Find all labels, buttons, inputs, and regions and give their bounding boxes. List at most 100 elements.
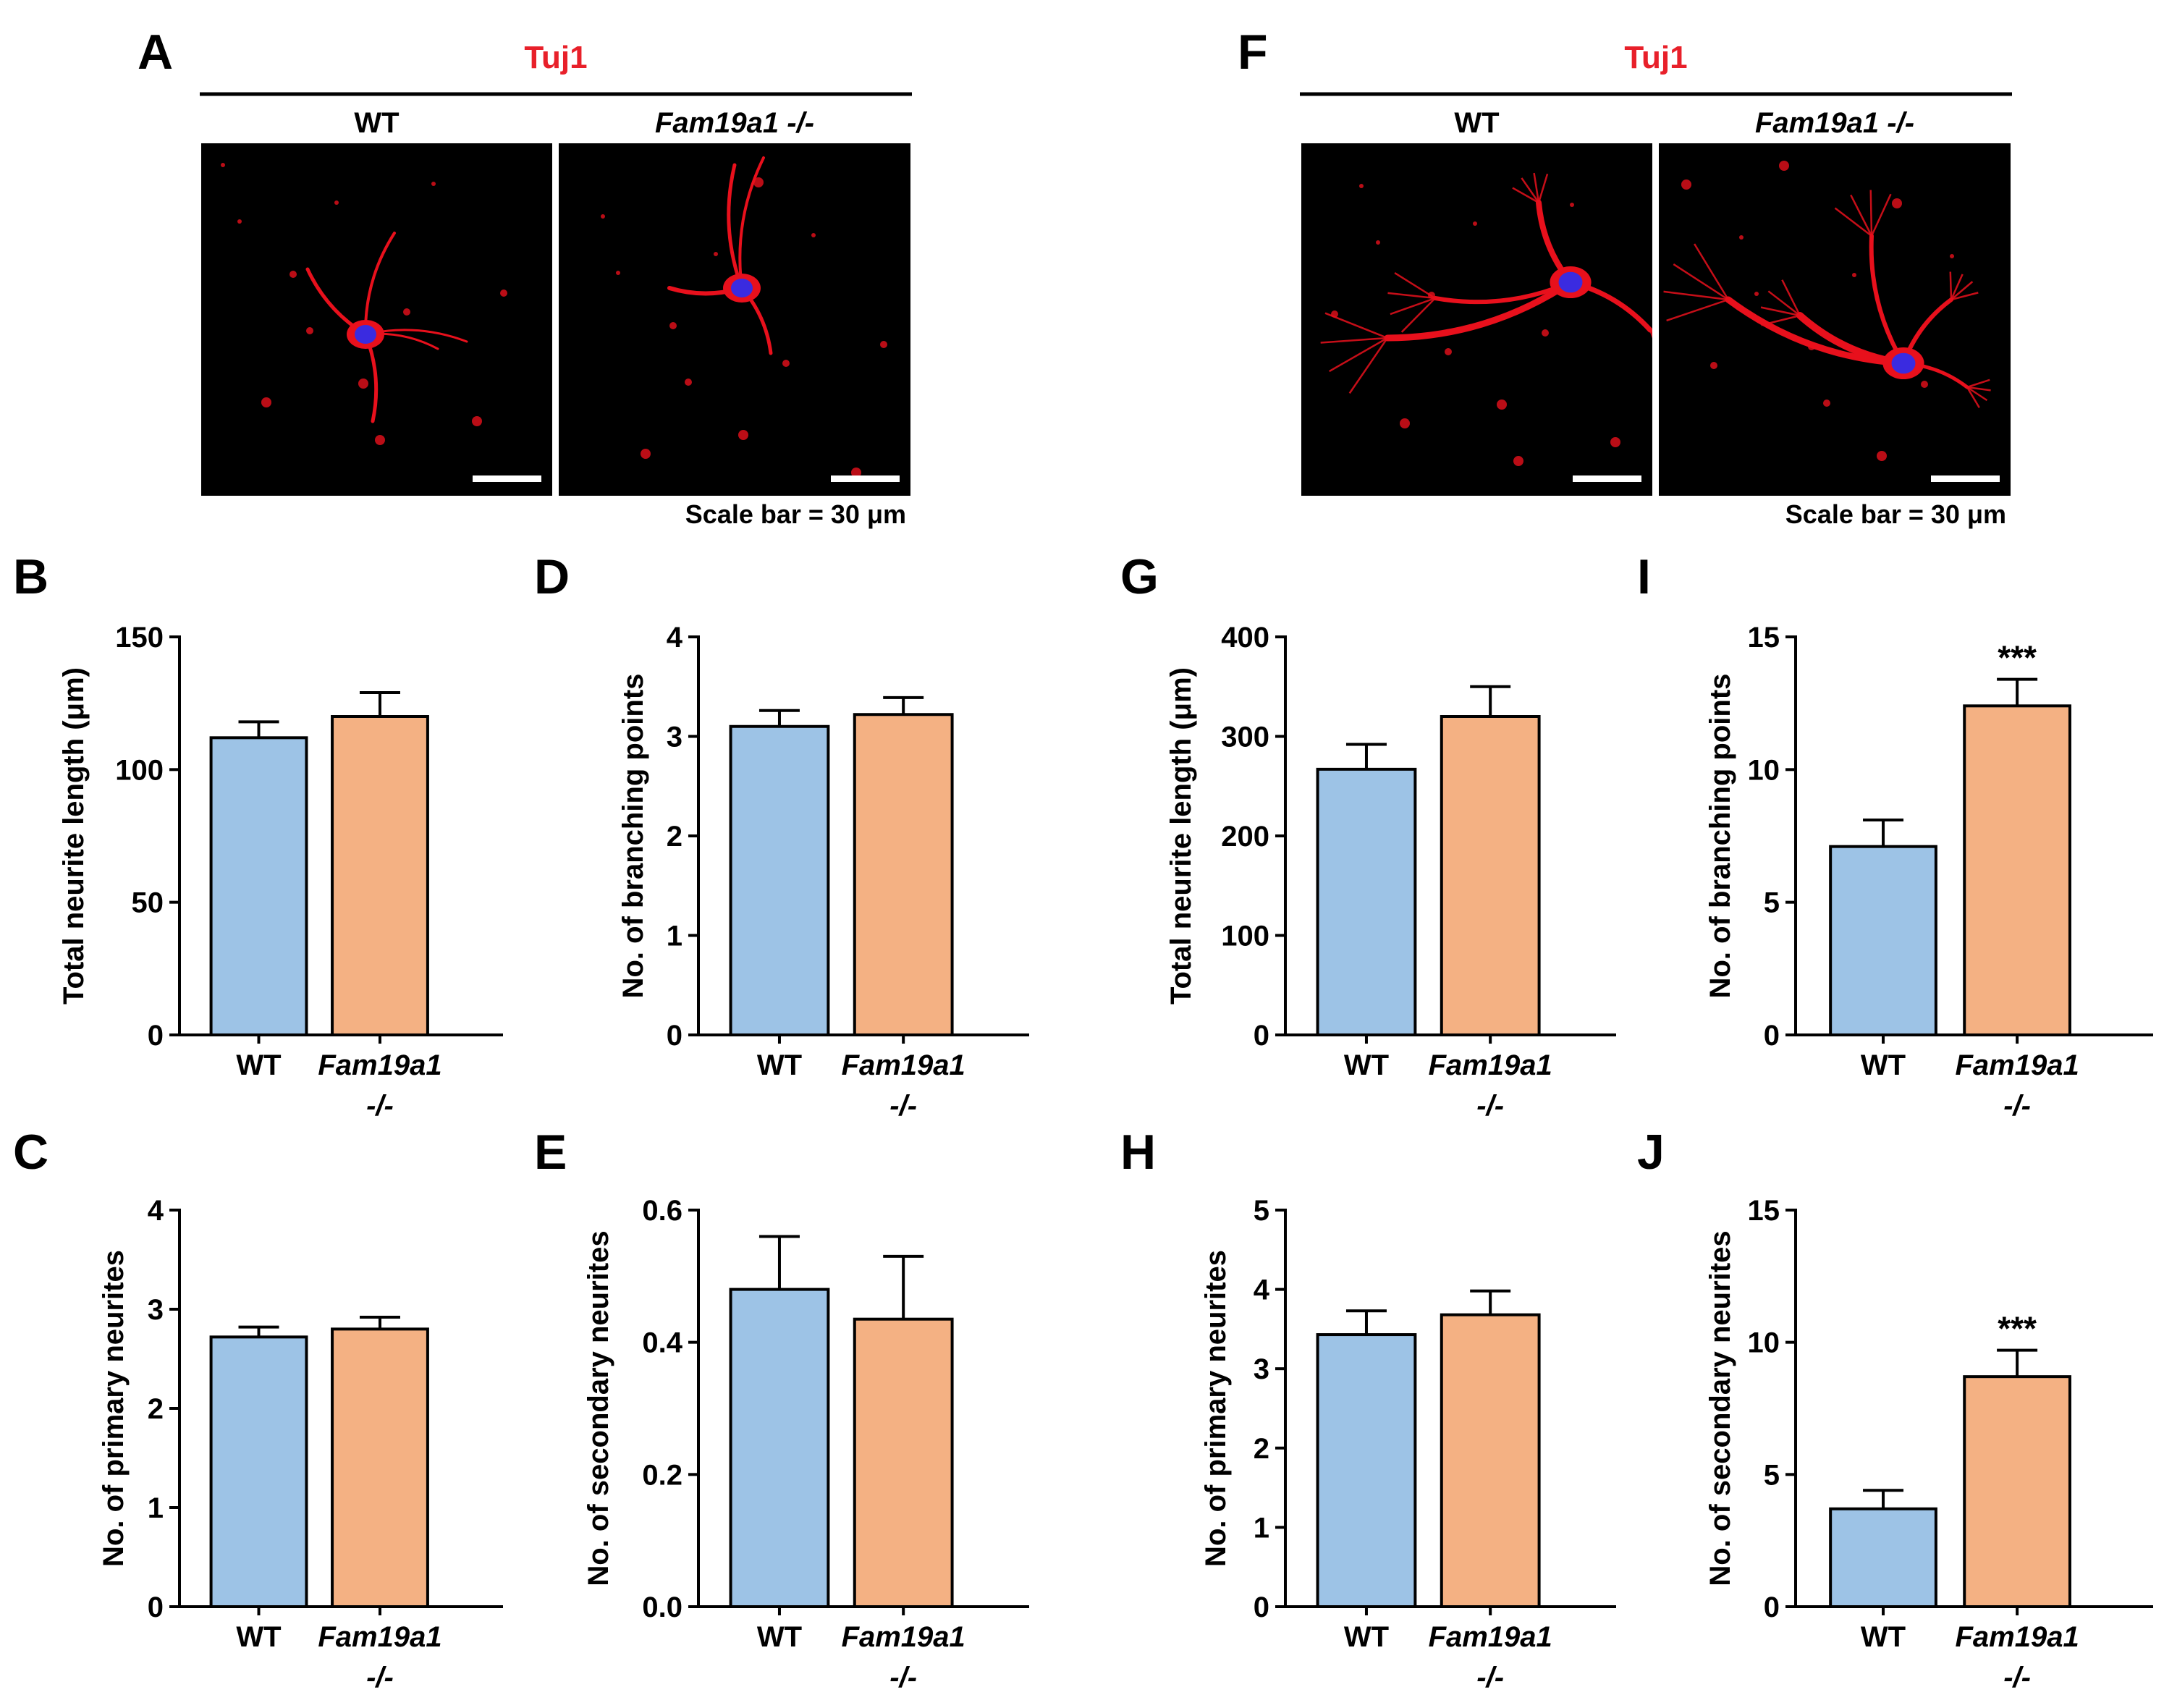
y-tick-label: 0 [148, 1020, 164, 1052]
chart-d: D 0 1 2 3 4 No. of branching points WT Fam19a1 -/… [534, 549, 1029, 1122]
bar-wt [1316, 1333, 1417, 1609]
significance-marker: *** [1998, 1310, 2037, 1348]
debris-dot [334, 200, 339, 205]
y-axis-label: No. of branching points [1704, 674, 1736, 999]
chart-b: B 0 50 100 150 Total neurite length (μm) WT Fam… [13, 549, 503, 1122]
debris-dot [1739, 235, 1744, 240]
bar-ko [331, 1327, 429, 1609]
nucleus [355, 325, 376, 344]
x-tick-label-line: -/- [1476, 1662, 1504, 1694]
scale-bar-caption: Scale bar = 30 μm [685, 499, 906, 529]
x-tick-label: Fam19a1 -/- [318, 1621, 441, 1694]
y-tick-label: 15 [1748, 1195, 1780, 1227]
debris-dot [1359, 184, 1364, 188]
panel-letter: E [534, 1125, 567, 1180]
y-tick-label: 0 [667, 1020, 682, 1052]
debris-dot [358, 379, 368, 389]
column-label: Fam19a1 -/- [1755, 107, 1914, 139]
debris-dot [1779, 161, 1789, 171]
micrograph-wt [201, 143, 552, 496]
debris-dot [403, 308, 410, 316]
debris-dot [1570, 203, 1574, 207]
y-axis-label: No. of branching points [617, 674, 649, 999]
dendrite-branch [1834, 207, 1872, 237]
y-tick-label: 4 [148, 1195, 164, 1227]
chart-e: E 0.0 0.2 0.4 0.6 No. of secondary neurites WT… [534, 1125, 1029, 1694]
panel-letter: I [1637, 549, 1651, 604]
debris-dot [1542, 329, 1549, 337]
debris-dot [1754, 292, 1759, 296]
y-tick-label: 100 [1221, 921, 1269, 952]
chart-h: H 0 1 2 3 4 5 No. of primary neurites WT Fam19a1 -… [1120, 1125, 1616, 1694]
y-tick-label: 3 [1254, 1353, 1269, 1385]
dendrite-branch [1390, 297, 1436, 316]
x-tick-label: Fam19a1 -/- [1955, 1621, 2079, 1694]
debris-dot [851, 468, 861, 478]
x-tick-label: Fam19a1 -/- [1429, 1049, 1552, 1122]
x-tick-label-line: Fam19a1 [842, 1621, 965, 1653]
debris-dot [616, 271, 620, 275]
y-tick-label: 150 [115, 622, 164, 654]
y-tick-label: 0.2 [642, 1459, 682, 1491]
y-tick-label: 400 [1221, 622, 1269, 654]
bar-ko [331, 715, 429, 1036]
scale-bar-caption: Scale bar = 30 μm [1785, 499, 2006, 529]
debris-dot [289, 271, 297, 278]
dendrite-branch [1869, 190, 1873, 237]
y-tick-label: 2 [1254, 1433, 1269, 1465]
dendrite-branch [1950, 292, 1979, 301]
chart-i: I 0 5 10 15 No. of branching points WT *** Fam19… [1637, 549, 2153, 1122]
x-tick-label-line: Fam19a1 [842, 1049, 965, 1081]
y-tick-label: 5 [1254, 1195, 1269, 1227]
nucleus [731, 279, 753, 297]
debris-dot [714, 252, 718, 256]
bar-ko [1440, 1313, 1541, 1608]
panel-letter: B [13, 549, 48, 604]
debris-dot [1823, 399, 1830, 407]
debris-dot [1610, 437, 1620, 447]
bar-ko [853, 1317, 954, 1608]
debris-dot [1428, 292, 1435, 299]
dendrite-branch [1966, 386, 1988, 402]
scale-bar [1931, 475, 2000, 482]
dendrite-branch [1521, 177, 1540, 203]
debris-dot [1497, 399, 1507, 410]
neuron [601, 156, 887, 478]
dendrite-branch [1966, 379, 1990, 389]
scale-bar [1573, 475, 1641, 482]
debris-dot [431, 182, 436, 186]
x-tick-label-line: Fam19a1 [1429, 1049, 1552, 1081]
x-tick-label-line: -/- [2003, 1662, 2031, 1694]
debris-dot [1852, 273, 1856, 277]
chart-j: J 0 5 10 15 No. of secondary neurites WT *** Fam… [1637, 1125, 2153, 1694]
y-tick-label: 0 [148, 1591, 164, 1623]
y-tick-label: 1 [667, 921, 682, 952]
bar-wt [1316, 767, 1417, 1036]
x-tick-label: Fam19a1 -/- [1429, 1621, 1552, 1694]
y-tick-label: 0 [1764, 1591, 1780, 1623]
panel-letter: F [1238, 25, 1268, 80]
y-axis-label: Total neurite length (μm) [1165, 667, 1197, 1005]
stain-title: Tuj1 [524, 40, 587, 75]
debris-dot [306, 327, 313, 334]
debris-dot [472, 416, 482, 426]
debris-dot [1877, 451, 1887, 461]
bar-wt [729, 1288, 830, 1608]
dendrite-branch [1950, 281, 1974, 300]
y-tick-label: 1 [148, 1492, 164, 1524]
bar-ko [853, 713, 954, 1036]
debris-dot [880, 341, 887, 348]
x-tick-label-line: -/- [366, 1090, 394, 1122]
x-tick-label-line: -/- [1476, 1090, 1504, 1122]
image-panel-a: A Tuj1 WT Fam19a1 -/- Scale bar = 30 μm [138, 25, 912, 529]
column-label: WT [354, 107, 399, 139]
debris-dot [669, 322, 677, 329]
dendrite-branch [1533, 172, 1540, 203]
y-axis-label: No. of primary neurites [1200, 1250, 1232, 1567]
debris-dot [375, 435, 385, 445]
dendrite-branch [1781, 279, 1801, 316]
micrograph-wt [1301, 143, 1652, 496]
x-tick-label-line: -/- [889, 1090, 917, 1122]
